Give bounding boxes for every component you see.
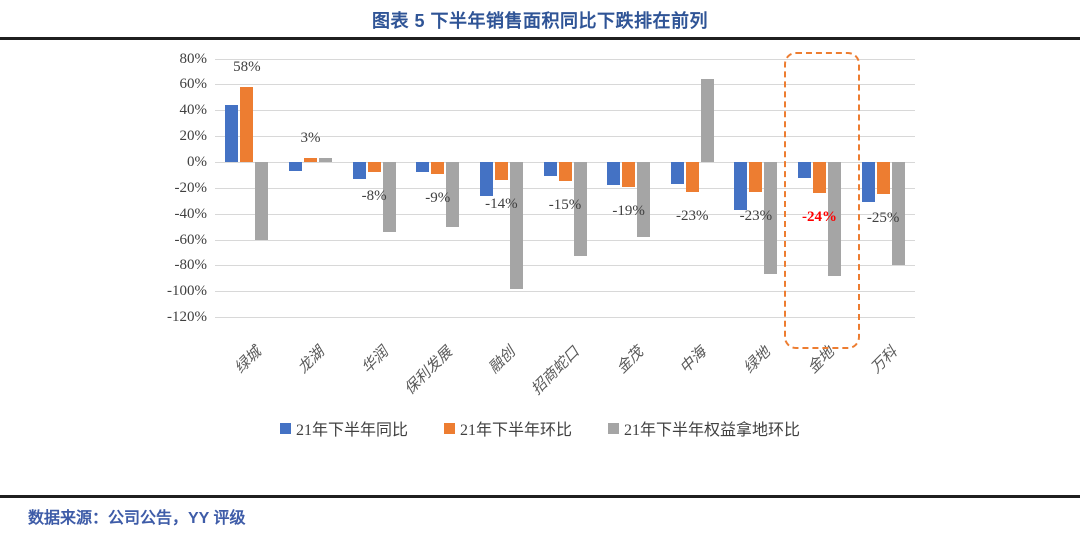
gridline: [215, 239, 915, 241]
y-tick-label: 60%: [179, 76, 208, 93]
bar-mom-4: [431, 162, 445, 174]
y-tick-label: 20%: [179, 128, 208, 145]
data-label-3: -8%: [361, 188, 387, 205]
bar-land-mom-4: [446, 162, 460, 227]
y-tick-label: 40%: [179, 102, 208, 119]
bar-land-mom-1: [255, 162, 269, 240]
x-axis-label-10: 金地: [804, 344, 838, 377]
chart-legend: 21年下半年同比 21年下半年环比 21年下半年权益拿地环比: [0, 416, 1080, 440]
bar-yoy-11: [861, 162, 875, 203]
footer-divider: [0, 495, 1080, 498]
y-tick-label: 80%: [179, 50, 208, 67]
x-axis-label-5: 融创: [486, 344, 520, 377]
bar-land-mom-9: [764, 162, 778, 275]
gridline: [215, 265, 915, 267]
bar-mom-1: [240, 87, 254, 162]
y-tick-label: -20%: [174, 179, 208, 196]
gridline: [215, 187, 915, 189]
x-axis-label-11: 万科: [868, 344, 901, 377]
bar-land-mom-5: [509, 162, 523, 289]
bar-mom-2: [303, 158, 317, 162]
bar-yoy-7: [607, 162, 621, 186]
bar-land-mom-8: [700, 79, 714, 162]
data-label-10: -24%: [802, 209, 838, 226]
data-source: 数据来源：公司公告，YY 评级: [28, 510, 246, 527]
gridline: [215, 110, 915, 112]
x-axis-label-3: 华润: [359, 344, 392, 377]
data-label-9: -23%: [739, 207, 773, 224]
bar-chart: 80% 60% 40% 20% 0% -20% -40% -60% -80% -100% -120%…: [0, 40, 1080, 460]
data-label-7: -19%: [612, 202, 645, 219]
data-label-2: 3%: [300, 130, 321, 147]
legend-item-yoy: 21年下半年同比: [279, 416, 408, 440]
bar-yoy-2: [288, 162, 302, 172]
bar-land-mom-10: [828, 162, 842, 276]
legend-item-mom: 21年下半年环比: [443, 416, 572, 440]
data-label-1: 58%: [233, 59, 261, 76]
data-label-11: -25%: [866, 210, 900, 227]
gridline: [215, 291, 915, 293]
legend-marker-mom: [443, 422, 455, 434]
gridline: [215, 213, 915, 215]
bar-mom-5: [494, 162, 508, 181]
bar-mom-9: [749, 162, 763, 192]
data-label-5: -14%: [485, 196, 518, 213]
x-axis-label-2: 龙湖: [295, 344, 329, 377]
x-axis-label-7: 金茂: [613, 344, 647, 377]
chart-title: 图表 5 下半年销售面积同比下跌排在前列: [371, 11, 708, 31]
x-axis-label-4: 保利发展: [401, 344, 456, 399]
data-label-6: -15%: [548, 197, 582, 214]
x-axis-label-8: 中海: [677, 344, 710, 377]
bar-land-mom-11: [891, 162, 905, 266]
y-tick-label: -40%: [174, 205, 208, 222]
bar-land-mom-6: [573, 162, 587, 257]
bar-yoy-10: [798, 162, 812, 178]
bar-yoy-3: [352, 162, 366, 179]
gridline: [215, 136, 915, 138]
bar-mom-6: [558, 162, 572, 182]
plot-area: 80% 60% 40% 20% 0% -20% -40% -60% -80% -100% -120%…: [0, 40, 1080, 460]
gridline: [215, 58, 915, 60]
legend-label-mom: 21年下半年环比: [459, 422, 572, 439]
legend-item-land-mom: 21年下半年权益拿地环比: [608, 416, 800, 440]
bar-mom-11: [876, 162, 890, 195]
legend-label-yoy: 21年下半年同比: [295, 422, 408, 439]
legend-marker-yoy: [279, 422, 291, 434]
bar-yoy-9: [734, 162, 748, 210]
bar-mom-10: [813, 162, 827, 194]
legend-marker-land-mom: [608, 422, 619, 434]
bar-mom-3: [367, 162, 381, 173]
bar-yoy-5: [479, 162, 493, 196]
y-tick-label: 0%: [187, 154, 207, 170]
x-axis-label-1: 绿城: [231, 344, 265, 377]
x-axis-label-6: 招商蛇口: [528, 344, 583, 399]
bar-yoy-6: [543, 162, 557, 177]
y-tick-label: -80%: [174, 257, 208, 274]
y-tick-label: -60%: [174, 231, 208, 248]
bar-yoy-8: [670, 162, 684, 184]
gridline: [215, 84, 915, 86]
x-axis-label-9: 绿地: [741, 344, 774, 377]
bar-land-mom-3: [382, 162, 396, 232]
y-tick-label: -120%: [167, 309, 207, 326]
bar-mom-8: [685, 162, 699, 192]
y-tick-label: -100%: [167, 283, 207, 300]
top-divider: [0, 37, 1080, 40]
bar-yoy-1: [225, 105, 239, 162]
bar-mom-7: [622, 162, 636, 187]
data-label-4: -9%: [425, 189, 451, 206]
bar-land-mom-2: [318, 158, 332, 162]
legend-label-land-mom: 21年下半年权益拿地环比: [624, 422, 801, 439]
bar-yoy-4: [416, 162, 430, 173]
bar-land-mom-7: [637, 162, 651, 237]
data-label-8: -23%: [676, 207, 709, 224]
gridline: [215, 317, 915, 319]
highlight-box: [783, 52, 860, 349]
